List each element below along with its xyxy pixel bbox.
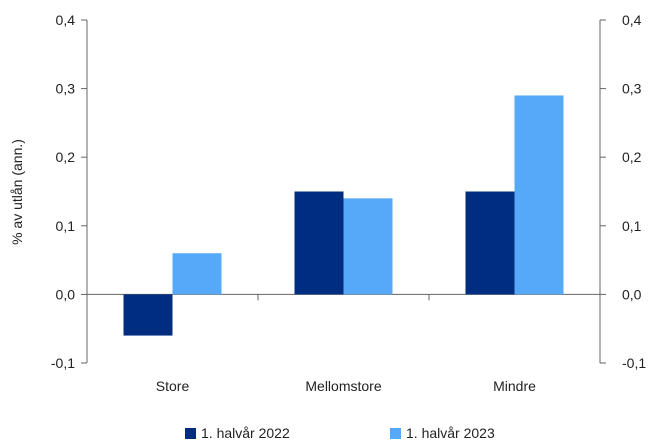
y-tick-label-left: -0,1 bbox=[51, 355, 75, 371]
bar bbox=[123, 294, 173, 336]
legend-swatch bbox=[185, 428, 196, 439]
y-tick-label-right: 0,3 bbox=[622, 81, 642, 97]
axis-labels: -0,1 -0,1 0,0 0,0 0,1 0,1 0,2 0,2 0,3 0,3 0,4 0,4 St… bbox=[51, 12, 646, 394]
legend-label: 1. halvår 2022 bbox=[201, 425, 290, 441]
y-tick-label-right: 0,0 bbox=[622, 286, 642, 302]
bar bbox=[343, 198, 393, 295]
legend-label: 1. halvår 2023 bbox=[406, 425, 495, 441]
y-tick-label-left: 0,2 bbox=[56, 149, 76, 165]
y-tick-label-left: 0,0 bbox=[56, 286, 76, 302]
y-tick-label-left: 0,1 bbox=[56, 218, 76, 234]
legend-swatch bbox=[390, 428, 401, 439]
bar bbox=[172, 253, 222, 295]
y-tick-label-left: 0,4 bbox=[56, 12, 76, 28]
x-category-label: Mellomstore bbox=[305, 378, 381, 394]
y-tick-label-right: 0,4 bbox=[622, 12, 642, 28]
y-tick-label-left: 0,3 bbox=[56, 81, 76, 97]
y-tick-label-right: 0,1 bbox=[622, 218, 642, 234]
x-category-label: Store bbox=[156, 378, 190, 394]
x-category-label: Mindre bbox=[493, 378, 536, 394]
y-tick-label-right: 0,2 bbox=[622, 149, 642, 165]
bar bbox=[465, 191, 515, 295]
y-tick-label-right: -0,1 bbox=[622, 355, 646, 371]
bar bbox=[514, 95, 564, 295]
legend: 1. halvår 2022 1. halvår 2023 bbox=[185, 425, 495, 441]
bars bbox=[123, 95, 564, 336]
y-axis-title: % av utlån (ann.) bbox=[9, 139, 25, 245]
bar bbox=[294, 191, 344, 295]
